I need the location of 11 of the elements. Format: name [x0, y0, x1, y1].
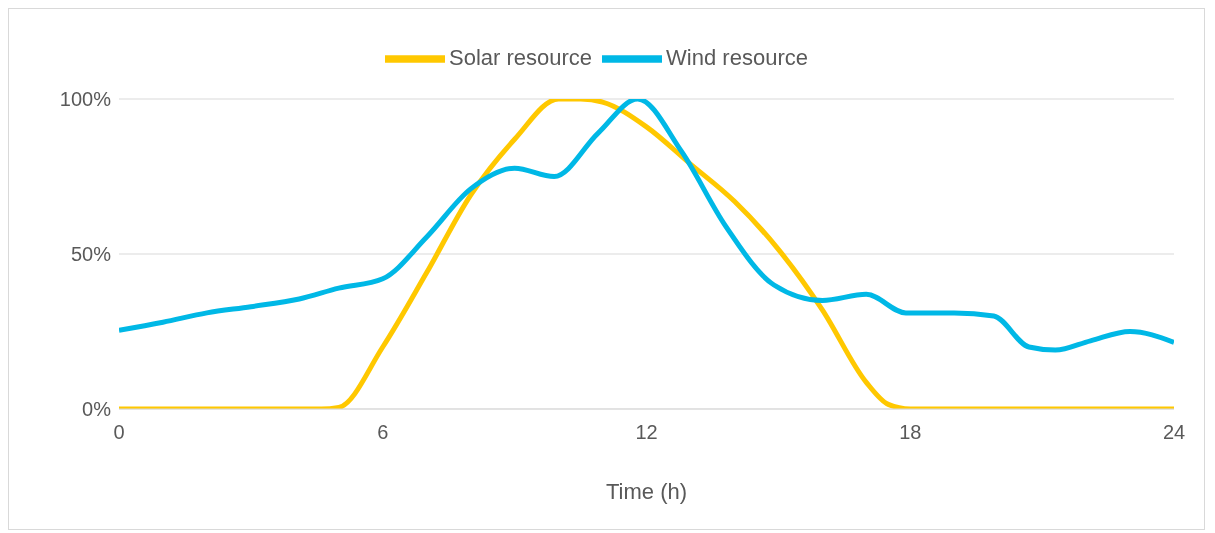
x-tick-label: 6: [377, 421, 389, 444]
x-tick-label: 0: [113, 421, 125, 444]
legend-label: Solar resource: [449, 44, 593, 70]
y-tick-label: 50%: [70, 243, 112, 266]
x-tick-label: 18: [899, 421, 922, 444]
legend-label: Wind resource: [666, 44, 808, 70]
x-axis-title: Time (h): [605, 479, 688, 504]
y-tick-label: 100%: [59, 88, 112, 111]
x-tick-label: 24: [1162, 421, 1186, 444]
y-tick-label: 0%: [82, 398, 112, 421]
x-tick-label: 12: [635, 421, 658, 444]
